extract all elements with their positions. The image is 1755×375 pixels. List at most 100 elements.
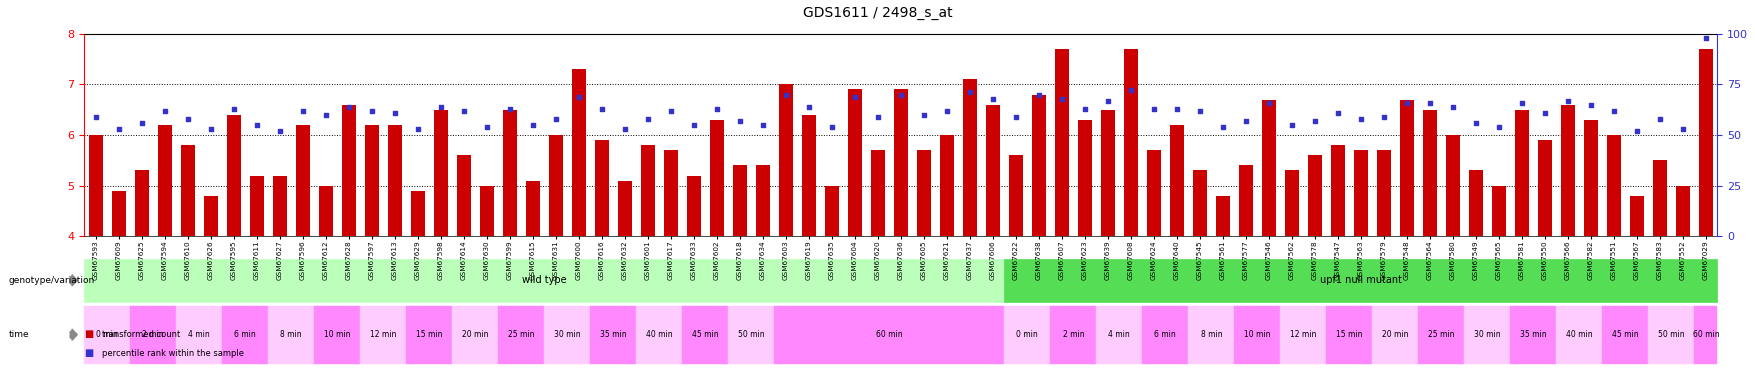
Text: upf1 null mutant: upf1 null mutant	[1320, 275, 1400, 285]
Point	[772, 92, 800, 98]
Text: 35 min: 35 min	[1520, 330, 1546, 339]
Point	[909, 112, 937, 118]
Bar	[825, 186, 839, 236]
Bar	[1376, 150, 1390, 236]
Text: 20 min: 20 min	[462, 330, 488, 339]
Bar	[893, 90, 907, 236]
Point	[702, 106, 730, 112]
Point	[472, 124, 500, 130]
Point	[1437, 104, 1465, 110]
Bar	[1444, 135, 1458, 236]
Bar	[1515, 110, 1529, 236]
Point	[1185, 108, 1213, 114]
Point	[197, 126, 225, 132]
Bar	[572, 69, 586, 236]
Text: 15 min: 15 min	[1336, 330, 1362, 339]
Bar	[1009, 155, 1021, 236]
Bar	[1307, 155, 1322, 236]
Bar	[1537, 140, 1551, 236]
Point	[565, 93, 593, 99]
Bar	[502, 110, 516, 236]
Bar	[1055, 49, 1069, 236]
Bar	[1606, 135, 1620, 236]
Point	[1278, 122, 1306, 128]
Point	[335, 104, 363, 110]
Point	[449, 108, 477, 114]
Text: 40 min: 40 min	[646, 330, 672, 339]
Bar	[1192, 170, 1206, 236]
Bar	[479, 186, 493, 236]
Text: 20 min: 20 min	[1381, 330, 1408, 339]
Point	[1323, 110, 1351, 116]
Bar	[1330, 145, 1344, 236]
Text: 0 min: 0 min	[1016, 330, 1037, 339]
Text: transformed count: transformed count	[102, 330, 181, 339]
Text: ■: ■	[84, 348, 93, 358]
Bar	[342, 105, 356, 236]
Bar	[916, 150, 930, 236]
Text: 40 min: 40 min	[1565, 330, 1592, 339]
Bar	[1262, 100, 1276, 236]
Bar	[90, 135, 102, 236]
Bar	[1353, 150, 1367, 236]
Bar	[595, 140, 609, 236]
Bar	[1032, 94, 1046, 236]
Text: 30 min: 30 min	[1472, 330, 1501, 339]
Text: 60 min: 60 min	[1692, 330, 1718, 339]
Point	[82, 114, 111, 120]
Text: ■: ■	[84, 329, 93, 339]
Text: 60 min: 60 min	[876, 330, 902, 339]
Bar	[1146, 150, 1160, 236]
Point	[1048, 96, 1076, 102]
Point	[358, 108, 386, 114]
Bar	[1469, 170, 1481, 236]
Bar	[226, 115, 240, 236]
Point	[265, 128, 293, 134]
Point	[426, 104, 455, 110]
Point	[542, 116, 570, 122]
Point	[1553, 98, 1581, 104]
Point	[932, 108, 960, 114]
Text: 50 min: 50 min	[1657, 330, 1683, 339]
Text: 2 min: 2 min	[142, 330, 163, 339]
Point	[404, 126, 432, 132]
Bar	[1674, 186, 1688, 236]
Bar	[1123, 49, 1137, 236]
Point	[1485, 124, 1513, 130]
Text: 4 min: 4 min	[1107, 330, 1130, 339]
Bar	[732, 165, 746, 236]
Point	[841, 93, 869, 99]
Point	[1071, 106, 1099, 112]
Text: 35 min: 35 min	[600, 330, 627, 339]
Point	[1690, 35, 1718, 41]
Text: time: time	[9, 330, 30, 339]
Bar	[709, 120, 723, 236]
Point	[886, 92, 914, 98]
Bar	[411, 190, 425, 236]
Point	[656, 108, 684, 114]
Bar	[1169, 125, 1183, 236]
Bar	[1285, 170, 1299, 236]
Point	[1162, 106, 1190, 112]
Point	[1369, 114, 1397, 120]
Text: 12 min: 12 min	[370, 330, 397, 339]
Bar	[1214, 196, 1228, 236]
Point	[1255, 100, 1283, 106]
Point	[1576, 102, 1604, 108]
Point	[1667, 126, 1695, 132]
Bar	[1651, 160, 1665, 236]
Point	[518, 122, 546, 128]
Point	[495, 106, 523, 112]
Point	[1139, 106, 1167, 112]
Text: percentile rank within the sample: percentile rank within the sample	[102, 349, 244, 358]
Text: 10 min: 10 min	[325, 330, 351, 339]
Point	[863, 114, 892, 120]
Bar	[112, 190, 126, 236]
Text: 6 min: 6 min	[233, 330, 256, 339]
Bar	[1078, 120, 1092, 236]
Text: 25 min: 25 min	[507, 330, 534, 339]
Point	[1530, 110, 1558, 116]
Bar	[549, 135, 562, 236]
Bar	[641, 145, 655, 236]
Point	[288, 108, 316, 114]
